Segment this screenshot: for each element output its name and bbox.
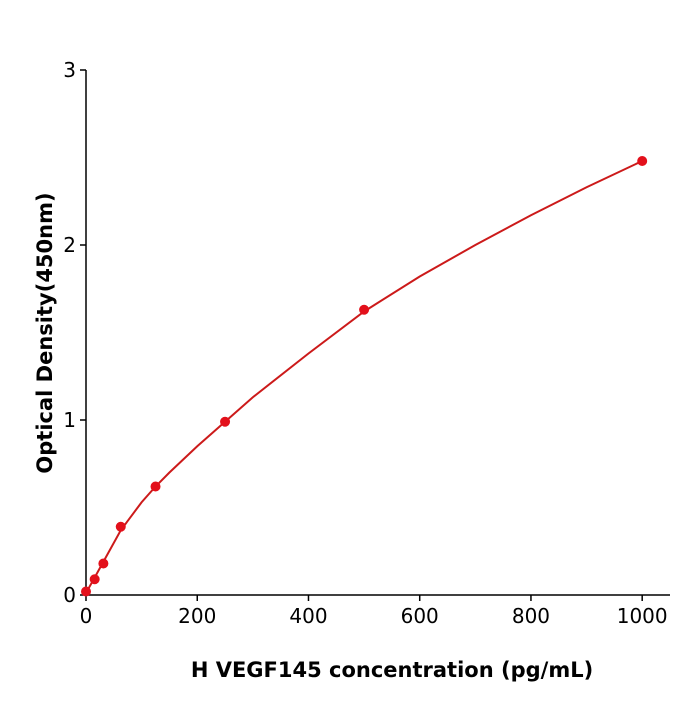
x-tick-label: 600 <box>401 604 439 628</box>
y-tick-label: 2 <box>63 233 76 257</box>
data-point <box>89 574 100 585</box>
y-tick-label: 0 <box>63 583 76 607</box>
x-tick-label: 1000 <box>617 604 668 628</box>
x-tick-label: 400 <box>289 604 327 628</box>
x-tick-label: 200 <box>178 604 216 628</box>
fit-curve <box>85 160 643 596</box>
x-tick-label: 0 <box>80 604 93 628</box>
y-axis-label: Optical Density(450nm) <box>33 192 57 473</box>
data-point <box>98 558 109 569</box>
y-tick-label: 3 <box>63 58 76 82</box>
y-tick-label: 1 <box>63 408 76 432</box>
data-point <box>637 156 648 166</box>
data-point <box>359 304 370 315</box>
data-point <box>150 481 161 492</box>
data-point <box>220 416 231 427</box>
x-axis-label: H VEGF145 concentration (pg/mL) <box>191 658 593 682</box>
data-point <box>81 586 91 597</box>
x-tick-label: 800 <box>512 604 550 628</box>
data-point <box>115 521 126 532</box>
